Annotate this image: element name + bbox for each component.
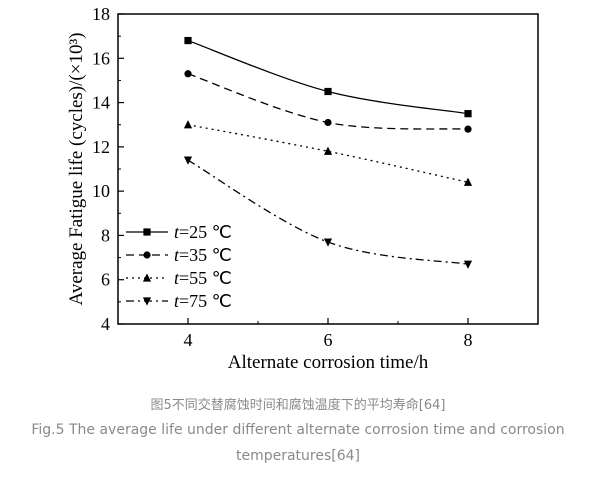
legend-label: t=75 ℃ [174,291,232,311]
y-tick-label: 14 [92,93,110,113]
x-tick-label: 4 [184,330,193,350]
y-tick-label: 8 [101,225,110,245]
series-line [187,124,469,183]
y-tick-label: 4 [101,314,110,334]
y-tick-label: 10 [92,181,110,201]
legend-label: t=55 ℃ [174,268,232,288]
data-point [324,87,332,96]
x-tick-label: 6 [324,330,333,350]
caption-english-line2: temperatures[64] [235,448,361,464]
data-point [183,156,193,165]
legend-label: t=35 ℃ [174,245,232,265]
legend-label: t=25 ℃ [174,222,232,242]
x-tick-label: 8 [464,330,473,350]
data-point [324,118,332,127]
data-point [463,177,473,186]
data-point [464,125,472,133]
y-axis-title: Average Fatigue life (cycles)/(×10³) [66,33,87,306]
x-axis-title: Alternate corrosion time/h [228,352,429,373]
data-point [184,36,192,45]
data-point [183,120,193,129]
data-point [143,251,151,259]
series-line [187,39,469,115]
data-point [143,228,151,236]
data-point [184,70,192,78]
data-point [142,273,152,282]
y-tick-label: 18 [92,4,110,24]
data-point [142,297,152,306]
y-tick-label: 12 [92,137,110,157]
y-tick-label: 6 [101,270,110,290]
data-point [463,260,473,269]
chart: 4 6 8 4 6 8 10 12 14 16 18 Alternate corrosion time… [66,4,539,373]
y-tick-label: 16 [92,48,110,68]
data-point [464,110,472,118]
data-point [323,146,333,155]
caption-english-line1: Fig.5 The average life under different a… [31,422,565,438]
caption-chinese: 图5不同交替腐蚀时间和腐蚀温度下的平均寿命[64] [150,398,446,413]
data-point [323,238,333,247]
